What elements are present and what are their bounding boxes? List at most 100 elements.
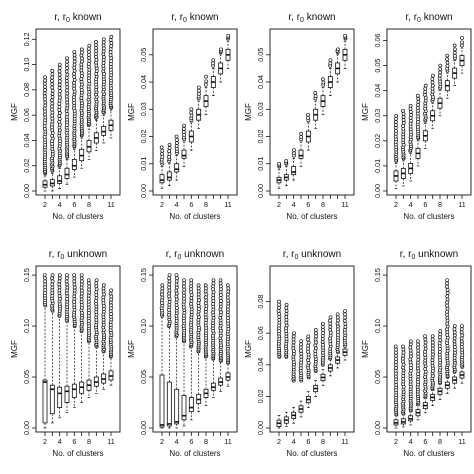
outlier-point [277, 305, 281, 310]
outlier-point [57, 119, 62, 124]
outlier-point [321, 331, 326, 335]
outlier-point [445, 288, 450, 292]
outlier-point [72, 62, 77, 67]
outlier-point [401, 344, 405, 349]
outlier-point [43, 75, 47, 80]
panel-5-title: r, r0 unknown [49, 249, 107, 261]
outlier-point [211, 58, 216, 63]
box [42, 379, 48, 424]
outlier-point [57, 69, 62, 74]
outlier-point [94, 46, 98, 50]
panel-6: r, r0 unknown MGF No. of clusters 0.000.… [127, 249, 238, 458]
outlier-point [438, 63, 443, 68]
x-tick-label: 2 [277, 200, 281, 209]
panel-6-ylabel: MGF [127, 340, 136, 358]
outlier-point [218, 278, 223, 283]
outlier-point [80, 50, 84, 55]
panel-4-axes: 0.00 0.01 0.02 0.03 0.04 0.05 0.06 2 4 6 8 11 [373, 28, 472, 209]
outlier-point [277, 161, 281, 166]
outlier-point [291, 337, 296, 342]
outlier-point [394, 116, 398, 121]
x-tick-label: 4 [292, 200, 296, 209]
outlier-point [72, 65, 77, 70]
panel-1: r, r0 known MGF No. of clusters 0.00 0.02… [10, 12, 121, 221]
outlier-point [160, 148, 165, 153]
outlier-point [181, 302, 186, 307]
outlier-point [218, 281, 223, 286]
outlier-point [189, 281, 194, 286]
outlier-point [306, 112, 310, 117]
panel-2-ylabel: MGF [127, 103, 136, 121]
outlier-point [452, 50, 457, 55]
panel-4-marks [393, 36, 465, 189]
outlier-point [72, 74, 77, 79]
outlier-point [284, 305, 289, 310]
y-tick-label: 0.02 [373, 134, 382, 148]
panel-7-axes: 0.00 0.02 0.04 0.06 0.08 2 4 6 8 11 [256, 265, 355, 446]
x-tick-label: 6 [423, 200, 427, 209]
y-tick-label: 0.15 [139, 268, 148, 282]
outlier-point [225, 292, 230, 297]
outlier-point [79, 276, 84, 281]
outlier-point [393, 362, 398, 367]
outlier-point [50, 85, 55, 90]
outlier-point [408, 116, 413, 120]
outlier-point [175, 276, 179, 281]
outlier-point [42, 91, 47, 96]
outlier-point [328, 58, 333, 63]
panel-5-ylabel: MGF [10, 340, 19, 358]
outlier-point [452, 333, 457, 338]
outlier-point [79, 282, 84, 287]
outlier-point [196, 301, 201, 306]
outlier-point [342, 318, 347, 323]
y-tick-label: 0.04 [256, 358, 265, 372]
outlier-point [416, 354, 421, 359]
outlier-point [50, 113, 55, 118]
box [166, 381, 172, 427]
outlier-point [174, 134, 179, 139]
outlier-point [321, 321, 325, 326]
outlier-point [57, 285, 62, 290]
outlier-point [416, 357, 421, 362]
outlier-point [167, 282, 172, 287]
outlier-point [109, 34, 114, 39]
outlier-point [72, 276, 77, 281]
panel-8-title: r, r0 unknown [400, 249, 458, 261]
outlier-point [72, 50, 77, 54]
outlier-point [65, 273, 69, 277]
box [181, 149, 187, 159]
outlier-point [423, 92, 427, 97]
outlier-point [80, 56, 84, 61]
outlier-point [101, 286, 106, 291]
outlier-point [445, 53, 450, 58]
outlier-point [57, 116, 62, 121]
outlier-point [64, 75, 69, 80]
outlier-point [203, 82, 208, 87]
outlier-point [87, 61, 91, 66]
outlier-point [452, 43, 457, 48]
outlier-point [452, 53, 457, 58]
outlier-point [79, 62, 84, 67]
x-tick-label: 8 [321, 200, 325, 209]
outlier-point [174, 279, 179, 284]
outlier-point [445, 315, 450, 320]
outlier-point [57, 114, 62, 118]
outlier-point [196, 289, 201, 294]
outlier-point [204, 298, 209, 303]
y-tick-label: 0.02 [22, 159, 31, 173]
box [71, 383, 77, 398]
x-tick-label: 4 [409, 200, 413, 209]
outlier-point [431, 73, 435, 78]
outlier-point [408, 110, 413, 114]
outlier-point [175, 137, 179, 142]
x-tick-label: 8 [87, 437, 91, 446]
outlier-point [203, 289, 208, 294]
panel-3: r, r0 known MGF No. of clusters 0.00 0.01… [244, 12, 355, 221]
outlier-point [87, 290, 92, 295]
outlier-point [401, 123, 405, 128]
x-tick-label: 2 [394, 200, 398, 209]
outlier-point [401, 347, 406, 352]
outlier-point [64, 63, 69, 67]
outlier-point [167, 152, 172, 157]
outlier-point [211, 278, 216, 283]
